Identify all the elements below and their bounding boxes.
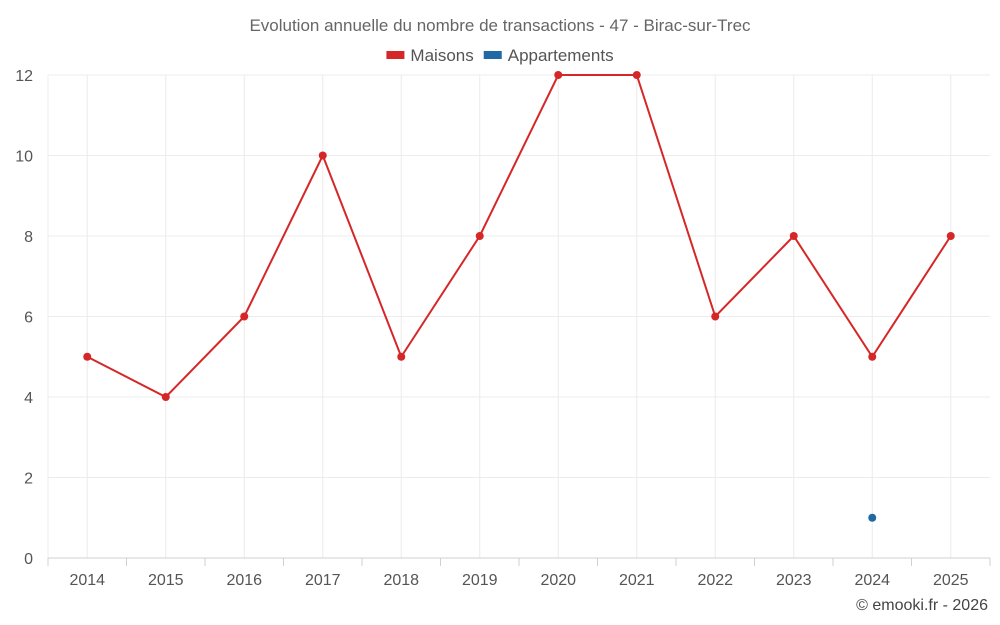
data-point-maisons-2019[interactable] — [475, 232, 484, 240]
y-tick-label: 4 — [24, 390, 33, 407]
y-tick-label: 2 — [24, 471, 33, 488]
data-point-appartements-2024[interactable] — [868, 513, 877, 522]
x-tick-label: 2025 — [933, 572, 969, 589]
x-tick-label: 2018 — [383, 572, 419, 589]
data-point-maisons-2017[interactable] — [318, 151, 327, 160]
data-point-maisons-2014[interactable] — [83, 352, 92, 361]
y-tick-label: 0 — [24, 551, 33, 568]
y-tick-label: 10 — [15, 149, 33, 166]
data-point-maisons-2020[interactable] — [554, 71, 563, 79]
data-point-maisons-2024[interactable] — [868, 352, 877, 361]
x-axis: 2014 2015 2016 2017 2018 2019 2020 2021 2022 2023… — [47, 558, 991, 589]
data-point-maisons-2025[interactable] — [946, 232, 955, 240]
y-tick-label: 8 — [24, 229, 33, 246]
data-point-maisons-2018[interactable] — [397, 352, 406, 361]
x-tick-label: 2017 — [305, 572, 341, 589]
legend-swatch — [386, 51, 405, 59]
copyright-footer: © emooki.fr - 2026 — [856, 597, 988, 614]
data-point-maisons-2016[interactable] — [240, 312, 249, 321]
chart-series — [83, 71, 955, 522]
x-tick-label: 2019 — [462, 572, 498, 589]
legend-item-maisons[interactable]: Maisons — [386, 46, 474, 65]
series-line-maisons — [86, 74, 952, 399]
y-tick-label: 6 — [24, 310, 33, 327]
x-tick-label: 2014 — [69, 572, 105, 589]
chart-grid — [47, 74, 990, 559]
legend-item-appartements[interactable]: Appartements — [483, 46, 614, 65]
data-point-maisons-2015[interactable] — [161, 393, 170, 401]
x-tick-label: 2024 — [854, 572, 890, 589]
data-point-maisons-2022[interactable] — [711, 312, 720, 321]
chart-title: Evolution annuelle du nombre de transact… — [249, 16, 751, 35]
y-axis: 0 2 4 6 8 10 12 — [15, 68, 33, 568]
data-point-maisons-2023[interactable] — [789, 232, 798, 240]
x-tick-label: 2022 — [697, 572, 733, 589]
x-tick-label: 2016 — [226, 572, 262, 589]
legend-label: Appartements — [508, 46, 614, 65]
legend[interactable]: Maisons Appartements — [386, 46, 614, 65]
x-tick-label: 2015 — [148, 572, 184, 589]
legend-swatch — [483, 51, 502, 59]
y-tick-label: 12 — [15, 68, 33, 85]
x-tick-label: 2023 — [776, 572, 812, 589]
x-tick-label: 2020 — [540, 572, 576, 589]
x-tick-label: 2021 — [619, 572, 655, 589]
data-point-maisons-2021[interactable] — [632, 71, 641, 79]
legend-label: Maisons — [410, 46, 473, 65]
